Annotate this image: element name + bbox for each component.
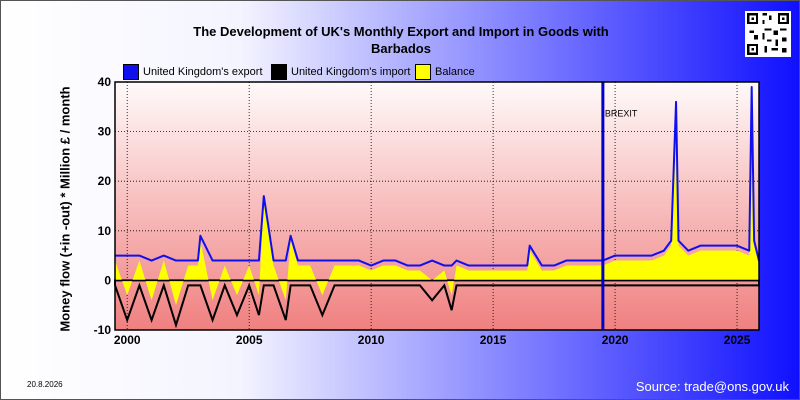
x-tick-label-4: 2020 [602,333,629,347]
source-link[interactable]: Source: trade@ons.gov.uk [635,379,789,394]
legend-swatch-export [123,64,139,80]
chart-title-line1: The Development of UK's Monthly Export a… [193,24,609,39]
legend-label-import: United Kingdom's import [291,66,411,78]
y-tick-label-1: 30 [98,125,112,139]
y-tick-label-0: 40 [98,75,112,89]
generated-date: 20.8.2026 [27,380,63,389]
series-balance-area [115,126,759,306]
legend-label-balance: Balance [435,66,475,78]
chart-title: The Development of UK's Monthly Export a… [121,23,681,57]
plot-frame [114,81,760,331]
x-tick-label-5: 2025 [724,333,751,347]
y-tick-label-5: -10 [94,323,112,337]
y-tick-label-4: 0 [104,273,111,287]
legend-swatch-import [271,64,287,80]
chart-title-line2: Barbados [371,41,431,56]
x-tick-label-2: 2010 [358,333,385,347]
qr-code-icon[interactable] [745,11,791,57]
x-tick-label-0: 2000 [114,333,141,347]
series-import [114,279,760,329]
legend-label-export: United Kingdom's export [143,66,263,78]
x-tick-label-1: 2005 [236,333,263,347]
y-axis-label: Money flow (+in -out) * Million £ / mont… [57,86,73,332]
plot-background [115,82,759,330]
legend-swatch-balance [415,64,431,80]
y-tick-label-2: 20 [98,174,112,188]
brexit-label: BREXIT [605,109,638,119]
x-tick-label-3: 2015 [480,333,507,347]
y-tick-label-3: 10 [98,224,112,238]
series-export [115,85,760,267]
